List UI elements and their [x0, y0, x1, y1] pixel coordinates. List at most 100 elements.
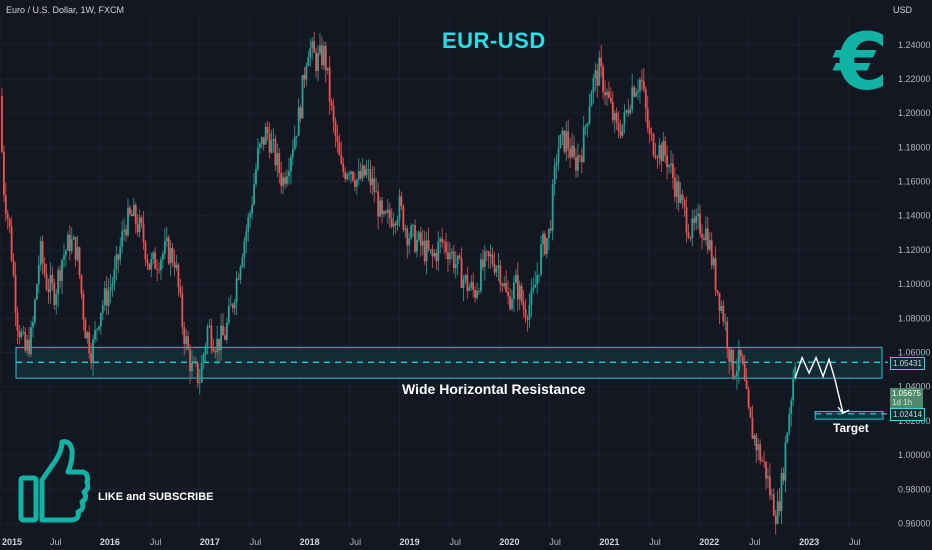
candle-body [311, 41, 314, 49]
candle-body [489, 254, 492, 257]
candle-body [728, 348, 731, 362]
candle-body [716, 290, 719, 293]
currency-label: USD [892, 5, 912, 15]
candle-body [373, 178, 376, 193]
candle-body [334, 121, 337, 137]
candle-body [328, 67, 331, 102]
candle-body [732, 349, 734, 378]
candle-body [683, 200, 686, 208]
time-axis[interactable]: 2015 Jul 2016 Jul 2017 Jul 2018 Jul 2019 Jul 2020 J… [2, 537, 861, 547]
candle-body [747, 389, 750, 408]
candle-body [357, 171, 360, 180]
candle-body [447, 251, 449, 260]
candle-body [619, 131, 622, 136]
symbol-label[interactable]: Euro / U.S. Dollar, 1W, FXCM [6, 5, 125, 15]
candle-body [375, 191, 378, 193]
candle-body [51, 275, 54, 284]
candle-body [383, 211, 385, 215]
candle-body [443, 241, 445, 243]
candle-body [43, 263, 46, 274]
candle-body [154, 252, 157, 269]
candle-body [435, 252, 438, 262]
candle-body [4, 195, 7, 214]
candle-body [140, 217, 143, 224]
candle-body [185, 336, 188, 344]
candle-body [458, 255, 461, 259]
y-tick-label: 1.24000 [898, 40, 931, 50]
candle-body [571, 145, 573, 158]
candle-body [274, 139, 277, 166]
candle-body [107, 290, 110, 306]
candle-body [565, 131, 568, 152]
candle-body [480, 259, 482, 292]
candle-body [734, 376, 736, 378]
candle-body [635, 92, 637, 97]
candle-body [158, 269, 160, 271]
candle-body [578, 155, 581, 157]
candle-body [625, 110, 628, 113]
candle-body [621, 124, 624, 136]
candle-body [257, 147, 259, 169]
candle-body [152, 252, 155, 259]
candle-body [177, 264, 180, 288]
candle-body [761, 460, 764, 462]
candle-body [119, 246, 122, 260]
candle-body [402, 206, 405, 230]
candle-body [367, 169, 370, 170]
resistance-price-label: 1.05431 [890, 357, 925, 370]
candle-body [161, 253, 164, 260]
candle-body [280, 172, 283, 186]
candle-body [270, 140, 273, 153]
candle-body [90, 353, 93, 364]
candle-body [30, 327, 32, 354]
candle-body [755, 435, 758, 451]
candle-body [580, 156, 583, 162]
candle-body [243, 241, 246, 258]
candle-body [150, 258, 153, 270]
candle-body [330, 101, 333, 106]
candle-body [53, 283, 56, 305]
candle-body [412, 225, 414, 227]
candle-body [718, 292, 721, 311]
candle-body [697, 213, 700, 216]
candle-body [235, 278, 238, 303]
candle-body [255, 168, 257, 185]
candle-body [84, 319, 87, 339]
candle-body [670, 163, 672, 166]
candle-body [776, 501, 779, 524]
candle-body [400, 196, 403, 207]
candle-body [127, 207, 129, 236]
candle-body [289, 157, 292, 172]
candle-body [198, 382, 201, 384]
candle-body [604, 92, 606, 96]
candle-body [421, 240, 424, 246]
target-price-label: 1.02414 [890, 408, 925, 421]
candle-body [569, 148, 572, 158]
candle-body [136, 224, 139, 233]
candle-body [673, 177, 676, 197]
candle-body [105, 288, 108, 306]
candle-body [536, 275, 539, 285]
candle-body [545, 237, 548, 255]
candle-body [417, 232, 420, 240]
price-axis[interactable]: 1.24000 1.22000 1.20000 1.18000 1.16000 1.140… [898, 40, 931, 529]
candle-body [24, 331, 27, 351]
candle-body [282, 177, 285, 186]
candle-body [559, 134, 562, 149]
x-tick-label: Jul [549, 537, 561, 547]
candle-body [439, 238, 442, 242]
candle-body [582, 127, 585, 162]
candle-body [613, 113, 616, 121]
chart-title: EUR-USD [442, 28, 546, 53]
candle-body [656, 157, 659, 159]
candle-body [524, 309, 527, 319]
candle-body [61, 259, 63, 281]
y-tick-label: 0.98000 [898, 484, 931, 494]
candle-body [662, 141, 665, 162]
candle-body [109, 287, 112, 291]
candle-body [792, 379, 795, 401]
candle-body [253, 184, 255, 205]
candle-body [142, 223, 145, 243]
candle-body [611, 102, 614, 121]
